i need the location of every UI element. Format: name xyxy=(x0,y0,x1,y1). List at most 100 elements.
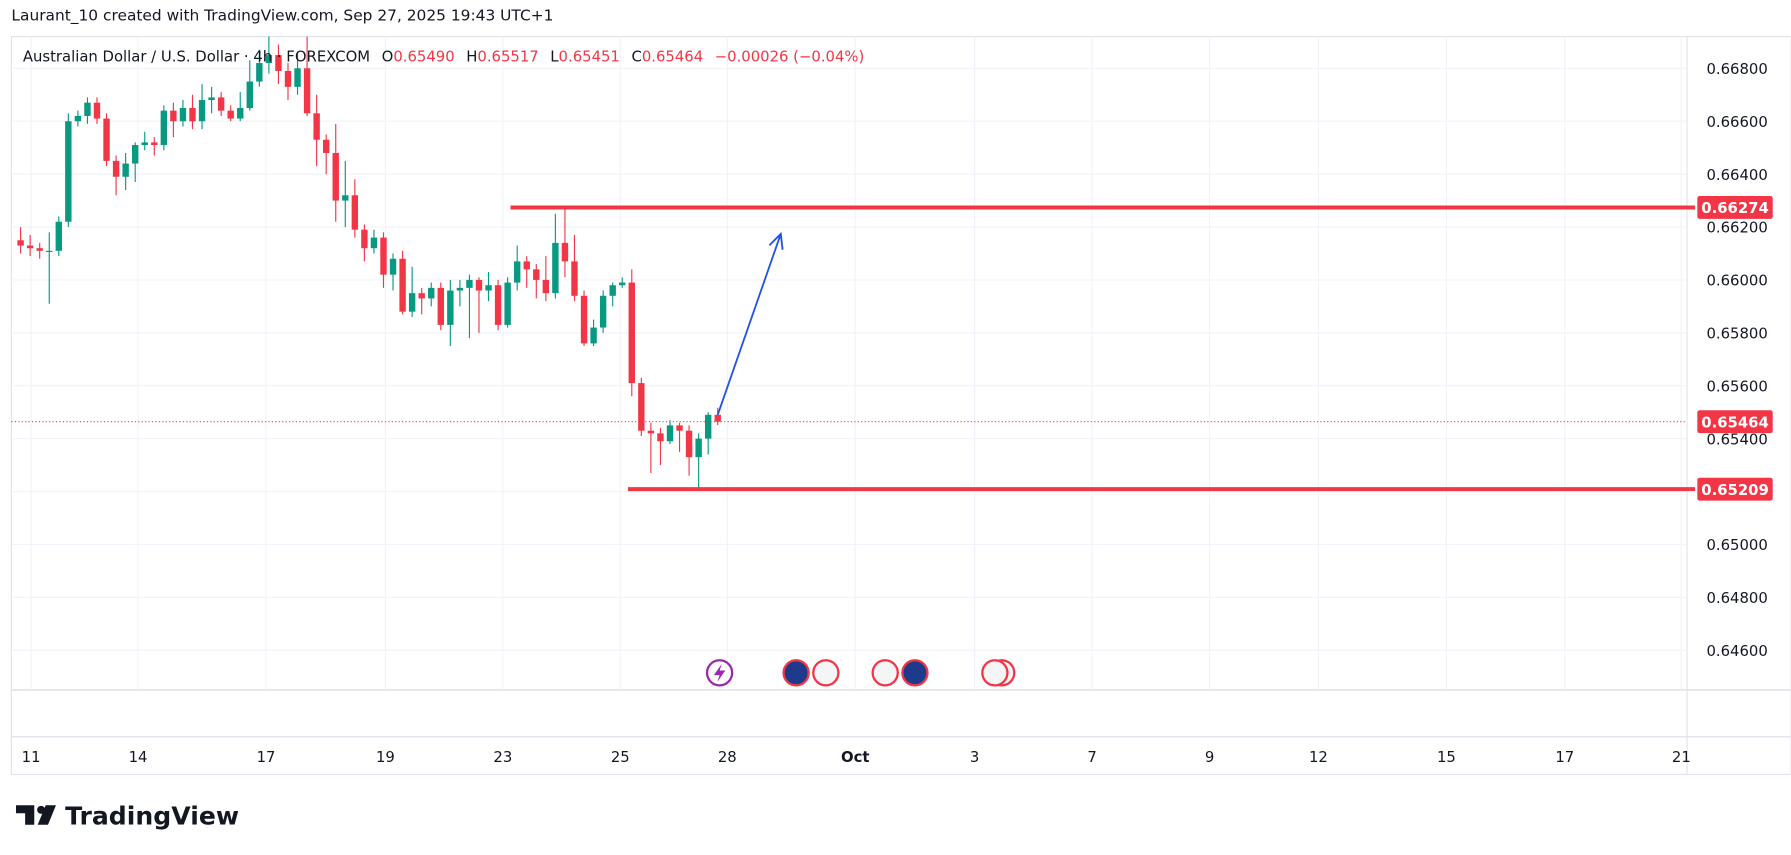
candle-body xyxy=(275,55,282,71)
y-tick-label: 0.66400 xyxy=(1706,167,1767,184)
candle-body xyxy=(685,430,693,458)
candle-body xyxy=(103,118,110,161)
candle-body xyxy=(170,110,177,122)
candle-body xyxy=(370,237,378,249)
open-label: O xyxy=(382,49,394,66)
candle-body xyxy=(561,242,569,262)
candle-body xyxy=(580,295,588,344)
arrow-head xyxy=(768,231,784,250)
candle-body xyxy=(246,81,253,108)
arrow-line xyxy=(716,233,782,416)
candle-body xyxy=(284,70,292,87)
logo-dot xyxy=(37,805,46,814)
candle-body xyxy=(151,142,158,146)
change: −0.00026 (−0.04%) xyxy=(715,49,865,66)
last-price-label: 0.65464 xyxy=(1701,414,1769,431)
candle-body xyxy=(332,152,339,201)
candle-body xyxy=(294,68,301,87)
candle-body xyxy=(599,295,607,328)
y-tick-label: 0.64800 xyxy=(1706,590,1767,607)
x-tick-label: 7 xyxy=(1087,749,1096,766)
candle-body xyxy=(466,279,473,288)
x-tick-label: 11 xyxy=(22,749,41,766)
x-tick-label: 3 xyxy=(970,749,979,766)
candle-body xyxy=(65,121,72,222)
event-icon[interactable] xyxy=(981,659,1009,687)
candle-body xyxy=(160,110,168,146)
candle-body xyxy=(504,282,511,325)
event-icon[interactable] xyxy=(871,659,899,687)
x-tick-label: 12 xyxy=(1309,749,1328,766)
candle-body xyxy=(303,68,311,114)
candle-body xyxy=(666,425,674,442)
event-icons xyxy=(705,659,1016,687)
event-icon[interactable] xyxy=(901,659,929,687)
candle-body xyxy=(179,107,187,122)
event-icon[interactable] xyxy=(812,659,840,687)
level-box xyxy=(1697,477,1773,501)
open-value: 0.65490 xyxy=(393,49,454,66)
candle-body xyxy=(313,113,320,140)
attribution: Laurant_10 created with TradingView.com,… xyxy=(11,7,553,26)
candle-body xyxy=(227,110,234,119)
candle-body xyxy=(552,242,559,294)
logo: TradingView xyxy=(15,802,239,831)
candle-body xyxy=(695,438,702,458)
y-tick-label: 0.66800 xyxy=(1706,61,1767,78)
high-label: H xyxy=(466,49,477,66)
candle-body xyxy=(351,195,359,230)
candle-body xyxy=(198,100,206,122)
candle-body xyxy=(237,107,244,119)
close-label: C xyxy=(631,49,641,66)
close-value: 0.65464 xyxy=(642,49,703,66)
candle-body xyxy=(418,293,425,299)
candle-body xyxy=(26,245,34,249)
candle-body xyxy=(55,221,62,251)
x-tick-label: 14 xyxy=(129,749,148,766)
candle-body xyxy=(437,287,444,325)
candle-body xyxy=(84,102,91,116)
candle-body xyxy=(46,250,53,252)
candle-body xyxy=(256,63,263,82)
candle-body xyxy=(647,430,655,434)
low-label: L xyxy=(550,49,559,66)
candle-body xyxy=(456,287,464,291)
x-tick-label: 23 xyxy=(493,749,512,766)
x-tick-label: 21 xyxy=(1672,749,1691,766)
event-icon[interactable] xyxy=(782,659,810,687)
candle-body xyxy=(189,107,196,122)
candle-body xyxy=(217,97,225,111)
candle-body xyxy=(17,240,24,246)
candle-body xyxy=(447,290,454,325)
grid xyxy=(11,36,1688,690)
logo-mark xyxy=(15,805,56,825)
candle-body xyxy=(141,142,148,146)
logo-text: TradingView xyxy=(65,802,239,831)
candle-body xyxy=(494,285,502,325)
candle-body xyxy=(36,248,43,251)
candle-body xyxy=(609,285,616,296)
candle-body xyxy=(122,163,129,177)
x-tick-label: 19 xyxy=(376,749,395,766)
level-label: 0.65209 xyxy=(1701,482,1769,499)
candle-body xyxy=(131,145,139,164)
chart-frame xyxy=(10,36,1791,776)
candle-body xyxy=(475,279,483,291)
candle-body xyxy=(590,327,597,344)
candle-body xyxy=(657,433,664,442)
candle-body xyxy=(523,261,530,270)
y-tick-label: 0.66200 xyxy=(1706,220,1767,237)
x-tick-label: 25 xyxy=(611,749,630,766)
candle-body xyxy=(704,414,712,439)
symbol: Australian Dollar / U.S. Dollar · 4h · F… xyxy=(23,49,370,66)
candle-body xyxy=(638,383,645,431)
candle-body xyxy=(533,269,540,280)
y-tick-label: 0.65600 xyxy=(1706,378,1767,395)
candle-body xyxy=(619,282,626,286)
candle-body xyxy=(428,287,435,299)
legend: Australian Dollar / U.S. Dollar · 4h · F… xyxy=(23,49,864,66)
y-tick-label: 0.65800 xyxy=(1706,326,1767,343)
